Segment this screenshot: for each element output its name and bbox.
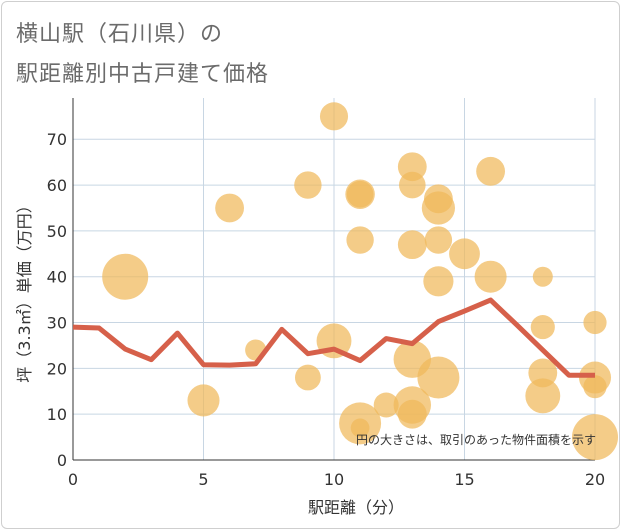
data-bubble bbox=[532, 266, 553, 287]
data-bubble bbox=[397, 230, 427, 260]
y-tick-label: 10 bbox=[47, 405, 67, 424]
grid-layer bbox=[72, 98, 596, 461]
y-tick-label: 20 bbox=[47, 359, 67, 378]
average-price-line bbox=[72, 297, 595, 378]
data-bubble bbox=[449, 238, 480, 270]
data-bubble bbox=[373, 392, 399, 418]
data-bubble bbox=[319, 102, 349, 131]
x-tick-label: 10 bbox=[324, 470, 344, 489]
x-tick-label: 20 bbox=[585, 470, 605, 489]
data-bubble bbox=[571, 414, 619, 461]
data-bubble bbox=[215, 193, 245, 223]
data-bubble bbox=[346, 180, 374, 208]
x-tick-label: 15 bbox=[454, 470, 474, 489]
y-tick-label: 30 bbox=[47, 314, 67, 333]
data-bubble bbox=[583, 375, 607, 399]
data-bubble bbox=[525, 378, 561, 414]
data-bubble bbox=[474, 260, 507, 293]
data-bubble bbox=[583, 310, 607, 335]
data-bubble bbox=[350, 418, 370, 438]
tick-layer: 0 5 10 15 20 0 10 20 30 40 50 60 70 bbox=[47, 130, 606, 489]
y-axis-title: 坪（3.3㎡）単価（万円） bbox=[15, 197, 34, 382]
data-bubble bbox=[530, 315, 555, 340]
data-bubble bbox=[294, 171, 322, 199]
bubble-size-note: 円の大きさは、取引のあった物件面積を示す bbox=[356, 432, 596, 447]
x-axis-title: 駅距離（分） bbox=[308, 498, 404, 517]
y-tick-label: 70 bbox=[47, 130, 67, 149]
data-bubble bbox=[417, 356, 460, 399]
chart-title-line2: 駅距離別中古戸建て価格 bbox=[16, 62, 270, 87]
line-layer bbox=[72, 297, 595, 378]
x-tick-label: 5 bbox=[198, 470, 208, 489]
chart-title-line1: 横山駅（石川県）の bbox=[16, 22, 224, 47]
data-bubble bbox=[476, 156, 506, 186]
bubble-layer bbox=[102, 102, 619, 461]
data-bubble bbox=[102, 253, 149, 300]
data-bubble bbox=[187, 384, 220, 417]
data-bubble bbox=[398, 171, 426, 199]
y-tick-label: 0 bbox=[57, 451, 67, 470]
y-tick-label: 40 bbox=[47, 268, 67, 287]
data-bubble bbox=[294, 364, 321, 391]
data-bubble bbox=[423, 266, 454, 297]
x-tick-label: 0 bbox=[68, 470, 78, 489]
data-bubble bbox=[421, 191, 456, 225]
y-tick-label: 60 bbox=[47, 176, 67, 195]
y-tick-label: 50 bbox=[47, 222, 67, 241]
data-bubble bbox=[424, 226, 453, 254]
data-bubble bbox=[346, 226, 374, 254]
data-bubble bbox=[397, 399, 427, 429]
